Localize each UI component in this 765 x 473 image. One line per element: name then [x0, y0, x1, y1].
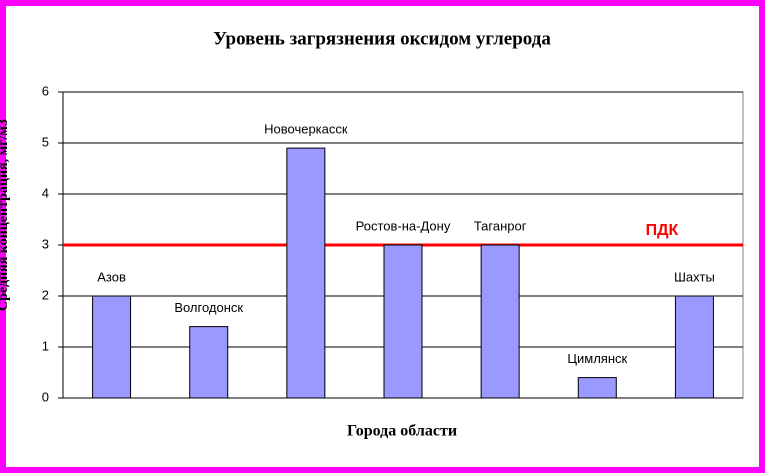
y-tick-label: 3 [42, 236, 49, 251]
chart-title: Уровень загрязнения оксидом углерода [213, 28, 551, 49]
y-tick-label: 0 [42, 389, 49, 404]
y-tick-label: 6 [42, 83, 49, 98]
bar [577, 377, 617, 399]
bar [286, 147, 326, 399]
y-tick-label: 2 [42, 287, 49, 302]
reference-label: ПДК [646, 222, 679, 239]
bar [480, 244, 520, 399]
bar [674, 295, 714, 399]
bar [189, 326, 229, 399]
y-axis-title: Средняя концентрация, мг/м3 [0, 119, 11, 311]
bar-category-label: Таганрог [474, 218, 527, 233]
bar-category-label: Шахты [674, 269, 715, 284]
bar-category-label: Цимлянск [567, 351, 627, 366]
bar-category-label: Волгодонск [174, 300, 243, 315]
bar-category-label: Новочеркасск [264, 122, 348, 137]
bar-category-label: Ростов-на-Дону [356, 218, 451, 233]
y-tick-label: 1 [42, 338, 49, 353]
y-tick-label: 5 [42, 134, 49, 149]
x-axis-title: Города области [347, 423, 457, 440]
y-tick-label: 4 [42, 185, 49, 200]
bar [383, 244, 423, 399]
bar [92, 295, 132, 399]
bar-category-label: Азов [97, 269, 126, 284]
